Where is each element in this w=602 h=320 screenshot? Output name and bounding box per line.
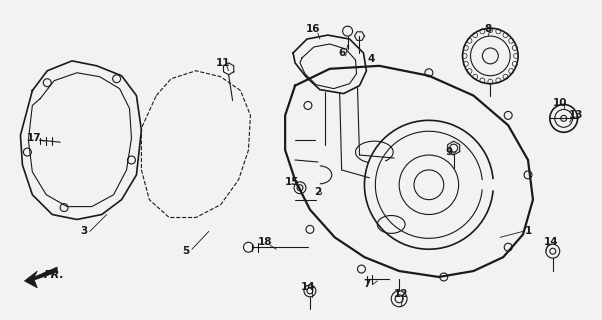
Polygon shape xyxy=(25,267,57,288)
Text: 9: 9 xyxy=(445,147,452,157)
Text: 15: 15 xyxy=(285,177,299,187)
Text: 13: 13 xyxy=(568,110,583,120)
Text: 5: 5 xyxy=(182,246,190,256)
Text: 4: 4 xyxy=(368,54,375,64)
Text: 8: 8 xyxy=(485,24,492,34)
Text: 1: 1 xyxy=(524,226,532,236)
Text: 18: 18 xyxy=(258,237,273,247)
Text: FR.: FR. xyxy=(45,270,65,280)
Text: 14: 14 xyxy=(544,237,558,247)
Text: 11: 11 xyxy=(216,58,230,68)
Text: 12: 12 xyxy=(394,289,408,299)
Text: 14: 14 xyxy=(300,282,315,292)
Text: 10: 10 xyxy=(553,99,567,108)
Text: 17: 17 xyxy=(27,133,42,143)
Text: 7: 7 xyxy=(364,279,371,289)
Text: 6: 6 xyxy=(338,48,346,58)
Text: 16: 16 xyxy=(306,24,320,34)
Text: 3: 3 xyxy=(80,226,87,236)
Text: 2: 2 xyxy=(314,187,321,197)
